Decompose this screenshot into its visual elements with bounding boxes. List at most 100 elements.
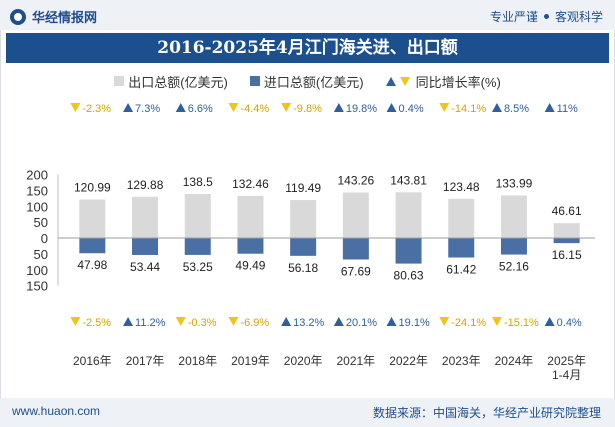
x-tick-label: 2024年 xyxy=(495,354,534,368)
import-growth-up-icon xyxy=(281,317,292,326)
x-tick-label: 1-4月 xyxy=(552,368,581,382)
y-tick-label: 150 xyxy=(26,279,48,294)
import-growth-label: 19.1% xyxy=(399,317,430,329)
export-bar xyxy=(132,196,159,238)
export-bar xyxy=(79,199,106,238)
export-bar xyxy=(184,194,211,238)
slogan-left: 专业严谨 xyxy=(489,10,538,24)
x-tick-label: 2023年 xyxy=(442,354,481,368)
y-tick-label: 0 xyxy=(41,231,48,246)
import-growth-down-icon xyxy=(175,317,186,326)
import-growth-down-icon xyxy=(491,317,502,326)
import-growth-label: -6.9% xyxy=(240,317,269,329)
x-tick-label: 2021年 xyxy=(336,354,375,368)
chart-legend: 出口总额(亿美元) 进口总额(亿美元) 同比增长率(%) xyxy=(0,70,615,92)
export-value-label: 123.48 xyxy=(443,180,480,194)
y-tick-label: 50 xyxy=(34,215,48,230)
import-bar xyxy=(79,238,106,254)
export-growth-up-icon xyxy=(333,103,344,112)
export-growth-label: -9.8% xyxy=(293,103,322,115)
import-value-label: 16.15 xyxy=(552,248,582,262)
y-tick-label: 150 xyxy=(26,183,48,198)
logo-icon xyxy=(10,8,26,25)
import-bar xyxy=(500,238,527,255)
x-tick-label: 2019年 xyxy=(231,354,270,368)
slogan-right: 客观科学 xyxy=(554,10,603,24)
import-value-label: 61.42 xyxy=(446,263,476,277)
legend-import: 进口总额(亿美元) xyxy=(249,72,364,91)
export-growth-label: 0.4% xyxy=(399,103,424,115)
top-bar: 华经情报网 专业严谨 客观科学 xyxy=(0,0,615,30)
y-tick-label: 100 xyxy=(26,199,48,214)
import-value-label: 47.98 xyxy=(77,258,107,272)
import-growth-label: 13.2% xyxy=(293,317,324,329)
export-growth-label: -4.4% xyxy=(240,103,269,115)
export-growth-label: 7.3% xyxy=(135,103,160,115)
x-tick-label: 2025年 xyxy=(547,354,586,368)
export-value-label: 133.99 xyxy=(496,176,533,190)
legend-growth-label: 同比增长率(%) xyxy=(415,74,501,90)
legend-export-label: 出口总额(亿美元) xyxy=(128,74,228,90)
x-tick-label: 2017年 xyxy=(126,354,165,368)
export-growth-label: -2.3% xyxy=(82,103,111,115)
import-value-label: 52.16 xyxy=(499,260,529,274)
y-tick-label: 200 xyxy=(26,168,48,183)
import-value-label: 80.63 xyxy=(394,269,424,283)
import-bar xyxy=(237,238,264,254)
export-growth-label: 6.6% xyxy=(188,103,213,115)
import-bar xyxy=(342,238,369,260)
export-bar xyxy=(448,198,475,238)
import-value-label: 49.49 xyxy=(235,259,265,273)
y-tick-label: 100 xyxy=(26,263,48,278)
import-growth-up-icon xyxy=(123,317,134,326)
import-value-label: 56.18 xyxy=(288,261,318,275)
export-growth-label: 19.8% xyxy=(346,103,377,115)
y-tick-label: 50 xyxy=(34,247,48,262)
import-growth-down-icon xyxy=(228,317,239,326)
import-bar xyxy=(132,238,159,255)
export-value-label: 143.26 xyxy=(337,174,374,188)
export-value-label: 132.46 xyxy=(232,177,269,191)
legend-export-swatch xyxy=(114,76,125,86)
export-growth-up-icon xyxy=(491,103,502,112)
legend-growth: 同比增长率(%) xyxy=(385,72,501,91)
import-value-label: 53.25 xyxy=(183,260,213,274)
export-value-label: 119.49 xyxy=(285,181,321,195)
export-growth-down-icon xyxy=(281,103,292,112)
export-value-label: 138.5 xyxy=(183,175,213,189)
legend-export: 出口总额(亿美元) xyxy=(114,72,228,91)
x-tick-label: 2016年 xyxy=(73,354,112,368)
export-bar xyxy=(553,223,580,238)
slogan: 专业严谨 客观科学 xyxy=(490,8,603,25)
footer-source: 数据来源：中国海关，华经产业研究院整理 xyxy=(372,406,601,420)
export-value-label: 143.81 xyxy=(390,173,427,187)
export-growth-up-icon xyxy=(123,103,134,112)
import-value-label: 53.44 xyxy=(130,260,160,274)
import-growth-label: -15.1% xyxy=(504,317,539,329)
export-growth-down-icon xyxy=(228,103,239,112)
export-growth-label: 8.5% xyxy=(504,103,529,115)
import-growth-label: -24.1% xyxy=(451,317,486,329)
legend-import-swatch xyxy=(249,76,260,86)
export-growth-up-icon xyxy=(175,103,186,112)
chart-plot: 20015010050050100150120.9947.98-2.3%-2.5… xyxy=(26,103,595,382)
import-bar xyxy=(553,238,580,244)
export-value-label: 129.88 xyxy=(127,178,164,192)
export-growth-label: 11% xyxy=(557,103,578,115)
import-bar xyxy=(184,238,211,255)
import-bar xyxy=(290,238,317,256)
export-growth-up-icon xyxy=(544,103,555,112)
import-growth-label: -0.3% xyxy=(188,317,217,329)
x-tick-label: 2020年 xyxy=(284,354,323,368)
import-growth-down-icon xyxy=(70,317,81,326)
import-growth-label: 11.2% xyxy=(135,317,166,329)
export-value-label: 46.61 xyxy=(552,204,582,218)
legend-growth-icon xyxy=(385,77,410,86)
footer: www.huaon.com 数据来源：中国海关，华经产业研究院整理 xyxy=(0,398,615,427)
brand-name: 华经情报网 xyxy=(32,10,98,25)
export-bar xyxy=(237,195,264,238)
x-tick-label: 2022年 xyxy=(389,354,428,368)
import-bar xyxy=(395,238,422,264)
export-growth-up-icon xyxy=(386,103,397,112)
import-growth-up-icon xyxy=(333,317,344,326)
